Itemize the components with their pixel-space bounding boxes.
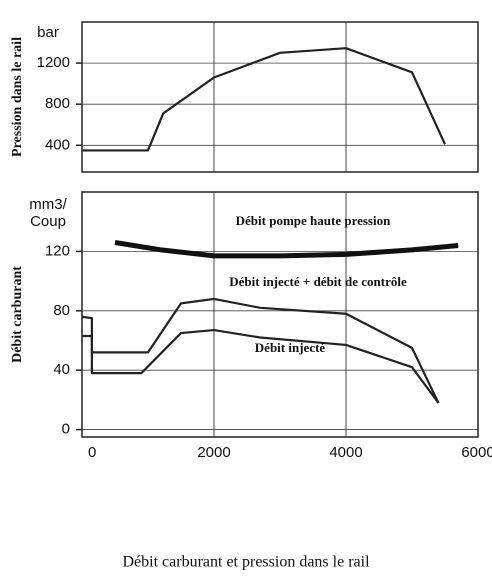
- series-label: Débit injecté + débit de contrôle: [229, 274, 407, 289]
- series-label: Débit pompe haute pression: [236, 213, 391, 228]
- y-tick-label: 120: [45, 242, 70, 259]
- series-label: Débit injecté: [255, 340, 326, 355]
- data-line: [82, 47, 446, 152]
- x-tick-label: 0: [88, 444, 96, 461]
- plot-frame: [81, 21, 479, 173]
- y-tick-label: 1200: [37, 54, 70, 71]
- y-tick-label: 40: [53, 361, 70, 378]
- plot-frame: [81, 191, 479, 438]
- x-tick-label: 6000: [461, 444, 492, 461]
- y-tick-label: 800: [45, 95, 70, 112]
- data-line: [82, 328, 440, 404]
- unit-label: Coup: [30, 213, 66, 230]
- y-axis-title: Débit carburant: [10, 266, 25, 363]
- x-tick-label: 4000: [329, 444, 362, 461]
- caption: Débit carburant et pression dans le rail: [122, 554, 370, 571]
- x-tick-label: 2000: [197, 444, 230, 461]
- unit-label: mm3/: [29, 196, 67, 213]
- y-tick-label: 80: [53, 302, 70, 319]
- y-tick-label: 400: [45, 136, 70, 153]
- y-tick-label: 0: [62, 421, 70, 438]
- unit-label: bar: [37, 24, 59, 41]
- data-line: [114, 240, 459, 259]
- y-axis-title: Pression dans le rail: [10, 37, 25, 157]
